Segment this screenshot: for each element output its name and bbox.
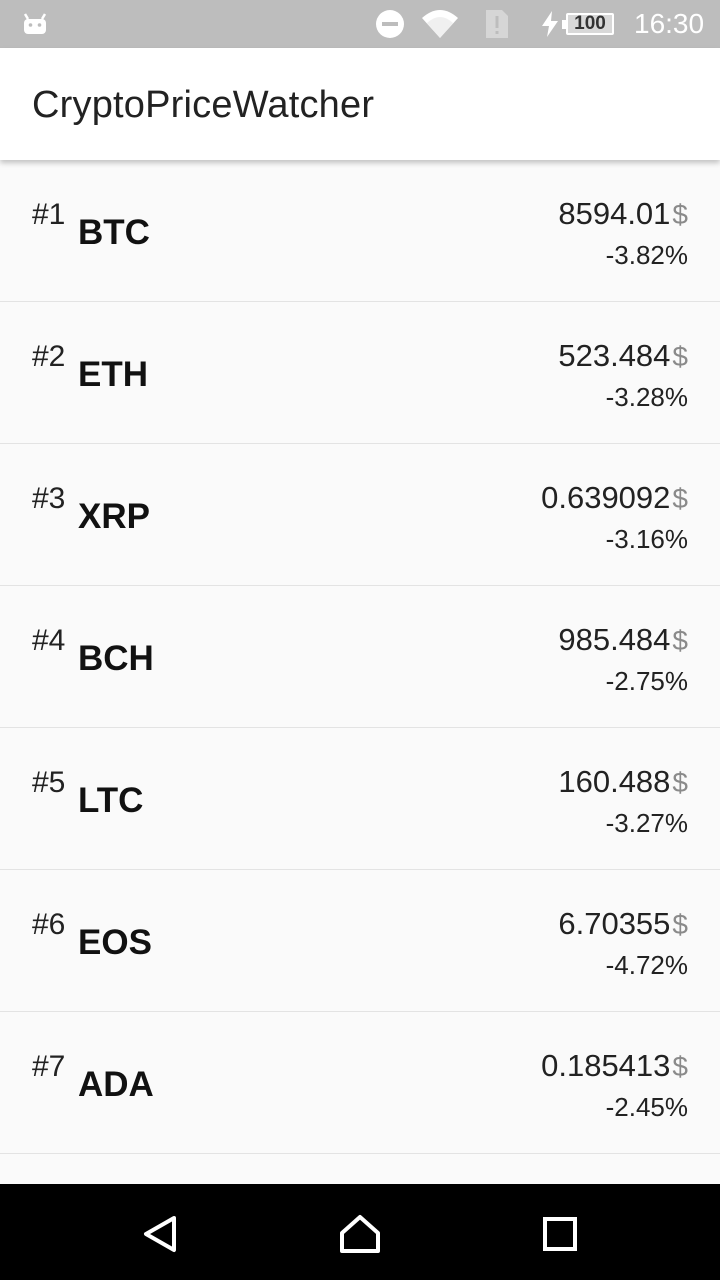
- coin-price-line: 523.484$: [558, 338, 688, 374]
- wifi-icon: [420, 0, 460, 48]
- coin-price: 523.484: [558, 338, 671, 373]
- coin-price-line: 0.639092$: [541, 480, 688, 516]
- coin-change: -2.45%: [605, 1092, 688, 1122]
- coin-change: -4.72%: [605, 950, 688, 980]
- coin-rank: #2: [32, 340, 66, 373]
- coin-price: 985.484: [558, 622, 671, 657]
- coin-row[interactable]: #1 BTC 8594.01$ -3.82%: [0, 160, 720, 302]
- coin-row[interactable]: #5 LTC 160.488$ -3.27%: [0, 728, 720, 870]
- coin-symbol: BCH: [78, 639, 154, 678]
- coin-symbol: XRP: [78, 497, 150, 536]
- coin-rank: #4: [32, 624, 66, 657]
- home-icon[interactable]: [336, 1212, 384, 1256]
- coin-price: 8594.01: [558, 196, 671, 231]
- coin-row[interactable]: #2 ETH 523.484$ -3.28%: [0, 302, 720, 444]
- coin-symbol: EOS: [78, 923, 152, 962]
- coin-price-line: 0.185413$: [541, 1048, 688, 1084]
- coin-price: 6.70355: [558, 906, 671, 941]
- page-title: CryptoPriceWatcher: [32, 84, 375, 126]
- currency-symbol: $: [672, 625, 688, 656]
- recents-icon[interactable]: [536, 1212, 584, 1256]
- coin-price-line: 6.70355$: [558, 906, 688, 942]
- coin-row[interactable]: #4 BCH 985.484$ -2.75%: [0, 586, 720, 728]
- coin-price-line: 8594.01$: [558, 196, 688, 232]
- coin-symbol: ADA: [78, 1065, 154, 1104]
- sim-alert-icon: [484, 0, 510, 48]
- coin-change: -3.82%: [605, 240, 688, 270]
- coin-price: 0.639092: [541, 480, 671, 515]
- coin-rank: #6: [32, 908, 66, 941]
- coin-price-line: 985.484$: [558, 622, 688, 658]
- coin-rank: #1: [32, 198, 66, 231]
- coin-row-partial[interactable]: [0, 1154, 720, 1184]
- currency-symbol: $: [672, 909, 688, 940]
- back-icon[interactable]: [136, 1212, 184, 1256]
- coin-row[interactable]: #3 XRP 0.639092$ -3.16%: [0, 444, 720, 586]
- coin-price: 160.488: [558, 764, 671, 799]
- coin-price: 0.185413: [541, 1048, 671, 1083]
- coin-change: -2.75%: [605, 666, 688, 696]
- currency-symbol: $: [672, 767, 688, 798]
- currency-symbol: $: [672, 483, 688, 514]
- coin-rank: #7: [32, 1050, 66, 1083]
- currency-symbol: $: [672, 1051, 688, 1082]
- currency-symbol: $: [672, 341, 688, 372]
- currency-symbol: $: [672, 199, 688, 230]
- coin-row[interactable]: #7 ADA 0.185413$ -2.45%: [0, 1012, 720, 1154]
- coin-rank: #3: [32, 482, 66, 515]
- coin-row[interactable]: #6 EOS 6.70355$ -4.72%: [0, 870, 720, 1012]
- clock: 16:30: [634, 8, 705, 39]
- navigation-bar: [0, 1184, 720, 1280]
- app-bar: CryptoPriceWatcher: [0, 48, 720, 160]
- battery-indicator: 100: [562, 0, 614, 48]
- coin-change: -3.28%: [605, 382, 688, 412]
- status-bar: 100 16:30: [0, 0, 720, 48]
- coin-price-line: 160.488$: [558, 764, 688, 800]
- coin-symbol: LTC: [78, 781, 144, 820]
- coin-rank: #5: [32, 766, 66, 799]
- coin-symbol: ETH: [78, 355, 148, 394]
- android-icon: [22, 0, 48, 48]
- coin-change: -3.16%: [605, 524, 688, 554]
- battery-level: 100: [562, 13, 614, 35]
- coin-change: -3.27%: [605, 808, 688, 838]
- charging-bolt-icon: [540, 0, 560, 48]
- coin-symbol: BTC: [78, 213, 150, 252]
- coin-list[interactable]: #1 BTC 8594.01$ -3.82% #2 ETH 523.484$ -…: [0, 160, 720, 1184]
- do-not-disturb-icon: [374, 0, 406, 48]
